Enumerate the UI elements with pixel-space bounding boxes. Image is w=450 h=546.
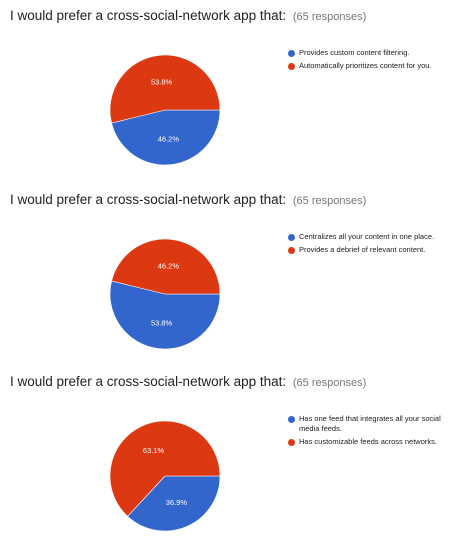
slice-percent-label: 46.2% xyxy=(158,134,180,143)
pie-slice-blue xyxy=(111,109,221,166)
pie-chart: 46.2% 53.8% xyxy=(109,54,221,166)
chart-block-1: I would prefer a cross-social-network ap… xyxy=(0,0,450,180)
chart-title: I would prefer a cross-social-network ap… xyxy=(10,374,366,389)
legend-dot-red xyxy=(288,439,295,446)
legend-label: Provides a debrief of relevant content. xyxy=(299,245,426,254)
legend-dot-red xyxy=(288,63,295,70)
slice-percent-label: 53.8% xyxy=(151,318,173,327)
chart-title-text: I would prefer a cross-social-network ap… xyxy=(10,374,287,389)
pie-slice-red xyxy=(109,54,221,124)
legend-dot-red xyxy=(288,247,295,254)
chart-title: I would prefer a cross-social-network ap… xyxy=(10,8,366,23)
slice-percent-label: 36.9% xyxy=(166,498,188,507)
pie-chart: 53.8% 46.2% xyxy=(109,238,221,350)
legend-label: Has one feed that integrates all your so… xyxy=(299,414,441,433)
pie-chart: 36.9% 63.1% xyxy=(109,420,221,532)
legend-item: Has one feed that integrates all your so… xyxy=(288,414,443,434)
legend-item: Has customizable feeds across networks. xyxy=(288,437,443,447)
chart-block-3: I would prefer a cross-social-network ap… xyxy=(0,366,450,546)
chart-title-text: I would prefer a cross-social-network ap… xyxy=(10,8,287,23)
slice-percent-label: 53.8% xyxy=(151,78,173,87)
legend-label: Provides custom content filtering. xyxy=(299,48,410,57)
legend-dot-blue xyxy=(288,234,295,241)
pie-slice-red xyxy=(111,238,221,295)
pie-slice-red xyxy=(109,420,221,517)
pie-slice-blue xyxy=(109,280,221,350)
legend-item: Provides custom content filtering. xyxy=(288,48,443,58)
legend-dot-blue xyxy=(288,416,295,423)
chart-legend: Centralizes all your content in one plac… xyxy=(288,232,443,258)
response-count: (65 responses) xyxy=(292,195,367,207)
response-count: (65 responses) xyxy=(292,377,367,389)
response-count: (65 responses) xyxy=(292,11,367,23)
slice-percent-label: 46.2% xyxy=(158,262,180,271)
legend-label: Has customizable feeds across networks. xyxy=(299,437,437,446)
chart-legend: Provides custom content filtering. Autom… xyxy=(288,48,443,74)
chart-title: I would prefer a cross-social-network ap… xyxy=(10,192,366,207)
legend-label: Automatically prioritizes content for yo… xyxy=(299,61,432,70)
legend-label: Centralizes all your content in one plac… xyxy=(299,232,435,241)
legend-item: Provides a debrief of relevant content. xyxy=(288,245,443,255)
legend-dot-blue xyxy=(288,50,295,57)
slice-percent-label: 63.1% xyxy=(143,446,165,455)
legend-item: Centralizes all your content in one plac… xyxy=(288,232,443,242)
legend-item: Automatically prioritizes content for yo… xyxy=(288,61,443,71)
pie-slice-blue xyxy=(127,475,221,532)
chart-legend: Has one feed that integrates all your so… xyxy=(288,414,443,450)
chart-block-2: I would prefer a cross-social-network ap… xyxy=(0,184,450,364)
chart-title-text: I would prefer a cross-social-network ap… xyxy=(10,192,287,207)
